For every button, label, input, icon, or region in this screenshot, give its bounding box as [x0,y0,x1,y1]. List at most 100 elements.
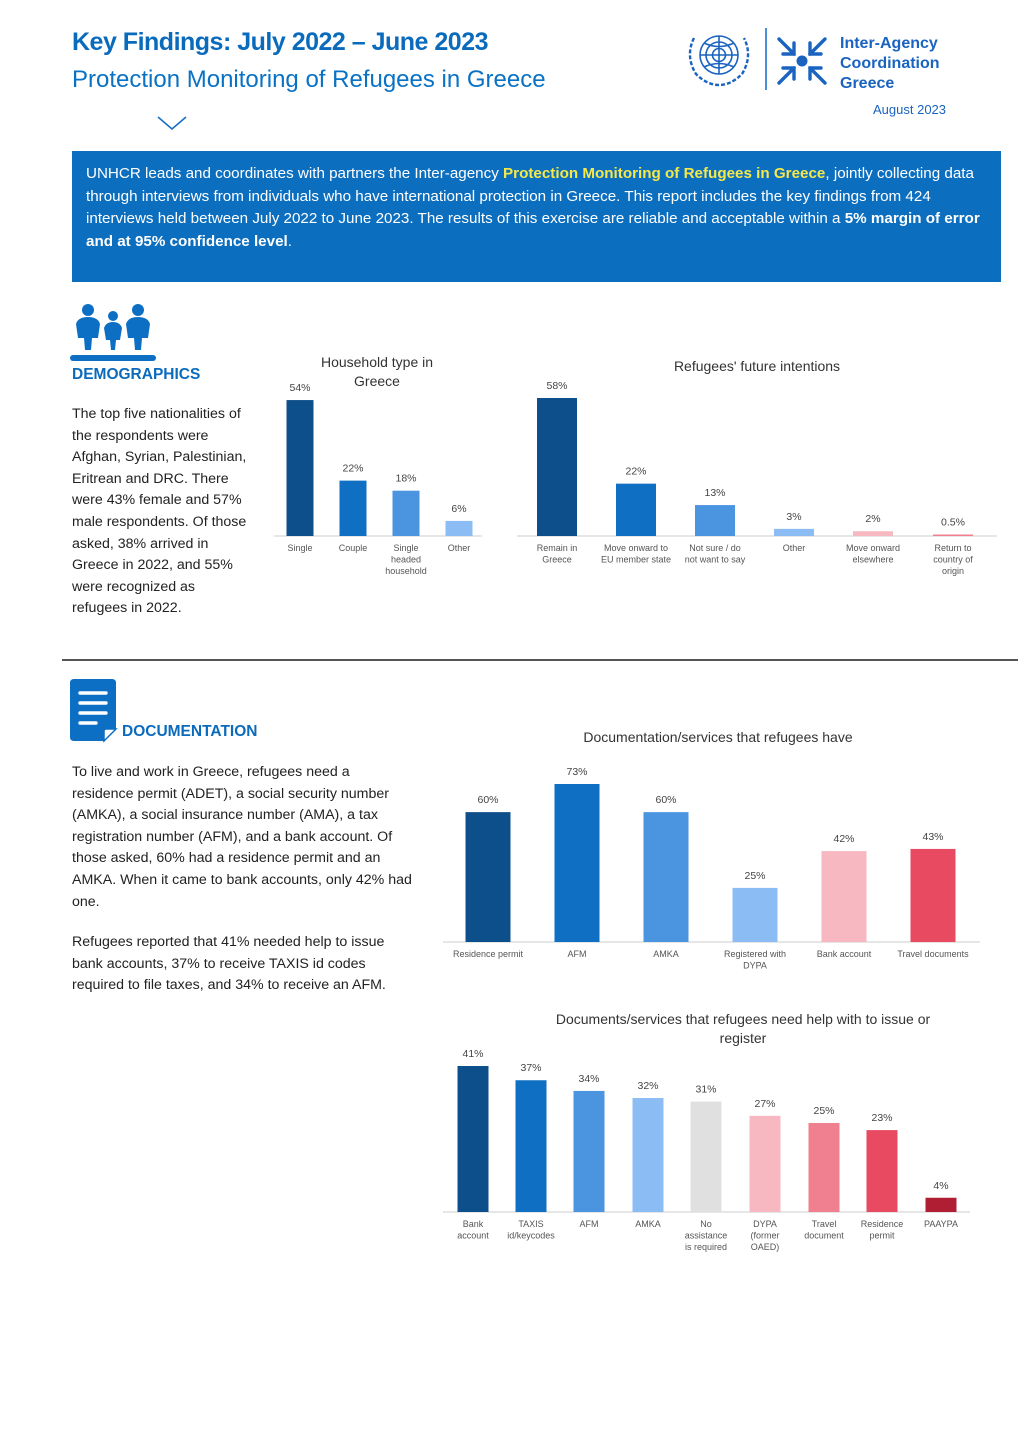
category-label-intentions-0: Remain in [537,543,578,553]
data-label-docs_help-0: 41% [462,1048,483,1060]
chart-title-line-2: Greece [354,373,400,389]
report-date: August 2023 [873,102,947,117]
docs-help-chart: Documents/services that refugees need he… [443,1011,970,1252]
category-label-intentions-3: Other [783,543,806,553]
logo-divider [765,28,767,90]
docs-have-chart: Documentation/services that refugees hav… [443,729,980,971]
org-name-line-3: Greece [840,75,895,88]
category-label-docs_help-8: PAAYPA [924,1219,958,1229]
bar-docs_help-1 [515,1080,547,1212]
category-label-docs_help-1: id/keycodes [507,1231,555,1241]
page-subtitle: Protection Monitoring of Refugees in Gre… [72,66,546,93]
category-label-docs_have-0: Residence permit [453,949,524,959]
data-label-intentions-2: 13% [704,487,725,499]
bar-docs_have-4 [821,851,867,942]
org-name-line-1: Inter-Agency [840,35,938,52]
documentation-text-1: To live and work in Greece, refugees nee… [72,764,412,910]
category-label-intentions-5: country of [933,555,973,565]
org-name: Inter-Agency Coordination Greece [840,34,940,88]
data-label-docs_have-0: 60% [477,794,498,806]
chart-title-line-2: register [720,1030,767,1046]
category-label-docs_help-5: DYPA [753,1219,777,1229]
bar-intentions-2 [695,505,735,536]
chevron-down-icon [157,116,187,131]
data-label-docs_help-7: 23% [871,1112,892,1124]
chart-title: Refugees' future intentions [674,358,840,374]
data-label-docs_help-8: 4% [933,1180,948,1192]
data-label-intentions-3: 3% [786,511,801,523]
category-label-intentions-2: not want to say [685,555,746,565]
intro-box: UNHCR leads and coordinates with partner… [72,151,1001,282]
category-label-intentions-0: Greece [542,555,572,565]
bar-docs_help-4 [690,1101,722,1212]
intro-text-end: . [287,232,292,250]
bar-docs_have-0 [465,812,511,942]
category-label-docs_have-1: AFM [568,949,587,959]
page-title: Key Findings: July 2022 – June 2023 [72,28,489,56]
category-label-docs_help-5: OAED) [751,1242,780,1252]
demographics-title: DEMOGRAPHICS [72,366,201,383]
data-label-docs_help-4: 31% [695,1084,716,1096]
category-label-docs_help-4: No [700,1219,712,1229]
bar-docs_help-7 [866,1130,898,1212]
category-label-docs_have-4: Bank account [817,949,872,959]
bar-docs_help-3 [632,1098,664,1212]
data-label-docs_have-4: 42% [833,833,854,845]
category-label-household-2: household [385,566,427,576]
bar-docs_help-6 [808,1122,840,1212]
intro-text-1: UNHCR leads and coordinates with partner… [86,165,504,182]
household-chart: Household type in Greece 54% Single 22% Cou… [274,354,482,576]
category-label-docs_have-3: DYPA [743,961,767,971]
category-label-intentions-4: Move onward [846,543,900,553]
section-divider [62,659,1018,661]
bar-intentions-5 [933,534,973,536]
intentions-chart: Refugees' future intentions 58% Remain in… [517,358,997,576]
category-label-docs_help-6: document [804,1231,844,1241]
org-name-line-2: Coordination [840,55,940,72]
category-label-docs_have-3: Registered with [724,949,786,959]
data-label-docs_have-2: 60% [655,794,676,806]
data-label-household-2: 18% [395,473,416,485]
data-label-docs_have-1: 73% [566,766,587,778]
documentation-title: DOCUMENTATION [122,723,258,740]
category-label-docs_help-6: Travel [812,1219,837,1229]
intro-text-2: , jointly collecting data through interv… [86,165,974,227]
category-label-intentions-1: Move onward to [604,543,668,553]
data-label-intentions-0: 58% [546,380,567,392]
category-label-household-2: Single [393,543,418,553]
category-label-docs_help-7: Residence [861,1219,904,1229]
category-label-docs_help-3: AMKA [635,1219,661,1229]
bar-docs_have-3 [732,887,778,942]
family-icon [70,304,156,361]
bar-docs_help-8 [925,1197,957,1212]
data-label-household-0: 54% [289,382,310,394]
category-label-docs_help-0: Bank [463,1219,484,1229]
bar-household-0 [286,400,314,536]
bar-docs_help-2 [573,1090,605,1212]
data-label-household-3: 6% [451,503,466,515]
bar-intentions-1 [616,483,656,536]
category-label-intentions-5: Return to [934,543,971,553]
bar-intentions-4 [853,531,893,536]
category-label-docs_help-4: is required [685,1242,727,1252]
data-label-household-1: 22% [342,463,363,475]
intro-highlight: Protection Monitoring of Refugees in Gre… [503,165,826,182]
bar-docs_help-5 [749,1115,781,1212]
documentation-text-2: Refugees reported that 41% needed help t… [72,934,386,994]
data-label-docs_help-1: 37% [520,1062,541,1074]
category-label-docs_help-5: (former [751,1231,780,1241]
category-label-household-0: Single [287,543,312,553]
bar-intentions-3 [774,528,814,536]
category-label-docs_help-2: AFM [580,1219,599,1229]
data-label-docs_help-6: 25% [813,1105,834,1117]
category-label-intentions-4: elsewhere [852,555,893,565]
data-label-intentions-1: 22% [625,466,646,478]
bar-docs_have-2 [643,812,689,942]
intro-bold: 5% margin of error and at 95% confidence… [86,210,980,250]
category-label-docs_help-4: assistance [685,1231,728,1241]
inter-agency-arrows-icon [777,37,827,85]
chart-title-line-1: Household type in [321,354,433,370]
category-label-docs_have-2: AMKA [653,949,679,959]
bar-intentions-0 [537,398,577,536]
data-label-intentions-4: 2% [865,513,880,525]
